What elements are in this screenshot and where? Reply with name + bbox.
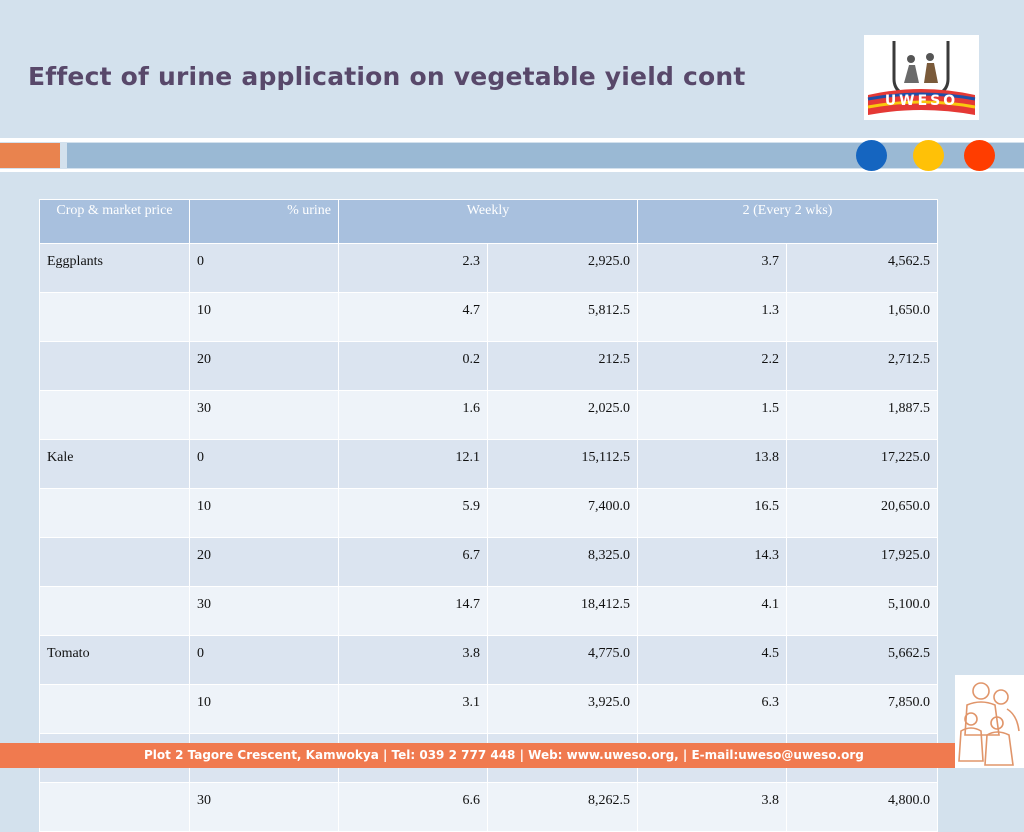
biweekly-yield-cell: 4.5 [637, 635, 788, 685]
urine-cell: 30 [189, 782, 339, 832]
logo-text: UWESO [885, 93, 958, 109]
urine-cell: 0 [189, 439, 339, 489]
crop-cell: Tomato [39, 635, 190, 685]
urine-cell: 30 [189, 390, 339, 440]
table-row: 20 0.2 212.5 2.2 2,712.5 [39, 341, 939, 391]
biweekly-yield-cell: 13.8 [637, 439, 788, 489]
biweekly-value-cell: 5,662.5 [786, 635, 939, 685]
biweekly-value-cell: 4,800.0 [786, 782, 939, 832]
biweekly-yield-cell: 6.3 [637, 684, 788, 734]
biweekly-value-cell: 4,562.5 [786, 243, 939, 293]
crop-cell [39, 586, 190, 636]
red-dot [964, 140, 995, 171]
family-illustration [955, 675, 1024, 768]
crop-cell [39, 488, 190, 538]
crop-cell [39, 341, 190, 391]
weekly-value-cell: 2,925.0 [486, 243, 639, 293]
table-row: Tomato 0 3.8 4,775.0 4.5 5,662.5 [39, 635, 939, 685]
table-row: 10 5.9 7,400.0 16.5 20,650.0 [39, 488, 939, 538]
urine-cell: 10 [189, 488, 339, 538]
yellow-dot [913, 140, 944, 171]
footer-bar: Plot 2 Tagore Crescent, Kamwokya | Tel: … [0, 743, 1024, 768]
crop-cell: Eggplants [39, 243, 190, 293]
urine-cell: 30 [189, 586, 339, 636]
biweekly-value-cell: 17,925.0 [786, 537, 939, 587]
crop-cell [39, 782, 190, 832]
weekly-value-cell: 212.5 [486, 341, 639, 391]
blue-dot [856, 140, 887, 171]
weekly-value-cell: 8,262.5 [486, 782, 639, 832]
table-row: 20 6.7 8,325.0 14.3 17,925.0 [39, 537, 939, 587]
weekly-yield-cell: 4.7 [338, 292, 488, 342]
header-urine: % urine [189, 199, 339, 244]
title-band [0, 0, 1024, 137]
crop-cell [39, 390, 190, 440]
weekly-yield-cell: 0.2 [338, 341, 488, 391]
header-crop: Crop & market price [39, 199, 190, 244]
biweekly-value-cell: 7,850.0 [786, 684, 939, 734]
biweekly-value-cell: 5,100.0 [786, 586, 939, 636]
urine-cell: 0 [189, 243, 339, 293]
weekly-yield-cell: 3.8 [338, 635, 488, 685]
uweso-logo-graphic: UWESO [864, 35, 979, 120]
yield-table: Crop & market price % urine Weekly 2 (Ev… [39, 199, 939, 832]
weekly-yield-cell: 12.1 [338, 439, 488, 489]
weekly-yield-cell: 2.3 [338, 243, 488, 293]
weekly-yield-cell: 5.9 [338, 488, 488, 538]
footer-contact: Plot 2 Tagore Crescent, Kamwokya | Tel: … [144, 748, 864, 762]
crop-cell [39, 684, 190, 734]
weekly-yield-cell: 3.1 [338, 684, 488, 734]
crop-cell: Kale [39, 439, 190, 489]
header-weekly: Weekly [337, 199, 639, 244]
biweekly-yield-cell: 2.2 [637, 341, 788, 391]
biweekly-value-cell: 1,650.0 [786, 292, 939, 342]
urine-cell: 0 [189, 635, 339, 685]
crop-cell [39, 292, 190, 342]
weekly-value-cell: 18,412.5 [486, 586, 639, 636]
urine-cell: 20 [189, 341, 339, 391]
biweekly-yield-cell: 1.3 [637, 292, 788, 342]
weekly-value-cell: 7,400.0 [486, 488, 639, 538]
table-row: 10 3.1 3,925.0 6.3 7,850.0 [39, 684, 939, 734]
divider-bottom [0, 169, 1024, 172]
biweekly-value-cell: 20,650.0 [786, 488, 939, 538]
weekly-yield-cell: 6.6 [338, 782, 488, 832]
crop-cell [39, 537, 190, 587]
biweekly-value-cell: 2,712.5 [786, 341, 939, 391]
table-row: 30 14.7 18,412.5 4.1 5,100.0 [39, 586, 939, 636]
biweekly-yield-cell: 16.5 [637, 488, 788, 538]
weekly-value-cell: 8,325.0 [486, 537, 639, 587]
slide-title: Effect of urine application on vegetable… [28, 62, 746, 91]
table-header-row: Crop & market price % urine Weekly 2 (Ev… [39, 199, 939, 244]
table-row: 30 1.6 2,025.0 1.5 1,887.5 [39, 390, 939, 440]
biweekly-yield-cell: 3.8 [637, 782, 788, 832]
table-row: Eggplants 0 2.3 2,925.0 3.7 4,562.5 [39, 243, 939, 293]
biweekly-value-cell: 1,887.5 [786, 390, 939, 440]
biweekly-value-cell: 17,225.0 [786, 439, 939, 489]
weekly-value-cell: 5,812.5 [486, 292, 639, 342]
urine-cell: 20 [189, 537, 339, 587]
accent-block [0, 143, 60, 168]
weekly-value-cell: 15,112.5 [486, 439, 639, 489]
weekly-value-cell: 3,925.0 [486, 684, 639, 734]
table-row: 30 6.6 8,262.5 3.8 4,800.0 [39, 782, 939, 832]
urine-cell: 10 [189, 684, 339, 734]
biweekly-yield-cell: 14.3 [637, 537, 788, 587]
header-every-2-weeks: 2 (Every 2 wks) [637, 199, 939, 244]
urine-cell: 10 [189, 292, 339, 342]
weekly-yield-cell: 6.7 [338, 537, 488, 587]
weekly-yield-cell: 1.6 [338, 390, 488, 440]
weekly-value-cell: 2,025.0 [486, 390, 639, 440]
biweekly-yield-cell: 4.1 [637, 586, 788, 636]
table-row: 10 4.7 5,812.5 1.3 1,650.0 [39, 292, 939, 342]
biweekly-yield-cell: 3.7 [637, 243, 788, 293]
divider-top [0, 138, 1024, 142]
family-illustration-graphic [955, 675, 1024, 768]
weekly-yield-cell: 14.7 [338, 586, 488, 636]
biweekly-yield-cell: 1.5 [637, 390, 788, 440]
weekly-value-cell: 4,775.0 [486, 635, 639, 685]
uweso-logo: UWESO [864, 35, 979, 120]
table-row: Kale 0 12.1 15,112.5 13.8 17,225.0 [39, 439, 939, 489]
